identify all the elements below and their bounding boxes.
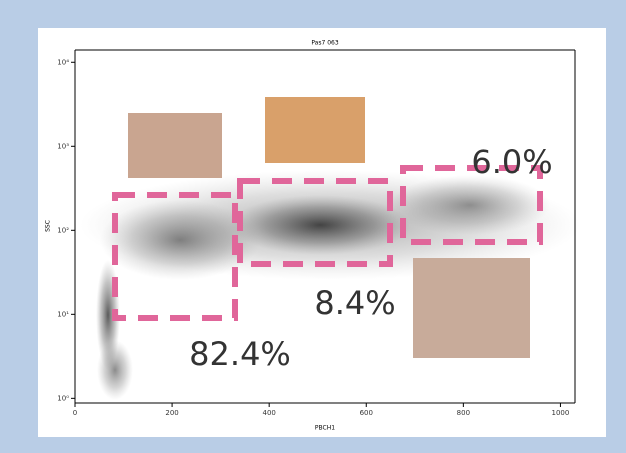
gate xyxy=(237,178,393,267)
x-tick-label: 600 xyxy=(360,409,373,417)
x-tick-label: 1000 xyxy=(552,409,570,417)
y-tick-label: 10¹ xyxy=(57,310,69,318)
y-label: SSC xyxy=(45,220,52,232)
chart-title: Pas7 063 xyxy=(311,40,339,47)
x-tick-label: 0 xyxy=(73,409,77,417)
gate xyxy=(400,165,543,245)
micrograph xyxy=(413,258,530,358)
gate-label: 6.0% xyxy=(471,143,552,181)
micrograph xyxy=(265,97,365,163)
y-tick-label: 10⁴ xyxy=(57,58,69,66)
point-cloud xyxy=(80,170,580,400)
y-tick-label: 10⁰ xyxy=(57,394,69,402)
y-tick-label: 10³ xyxy=(57,142,69,150)
x-tick-label: 800 xyxy=(457,409,470,417)
x-tick-label: 200 xyxy=(165,409,178,417)
x-label: PBCH1 xyxy=(315,425,335,432)
gate-label: 8.4% xyxy=(314,284,395,322)
x-tick-label: 400 xyxy=(262,409,275,417)
gate-label: 82.4% xyxy=(189,335,291,373)
micrograph xyxy=(128,113,222,178)
gate xyxy=(112,192,238,321)
y-tick-label: 10² xyxy=(57,226,69,234)
